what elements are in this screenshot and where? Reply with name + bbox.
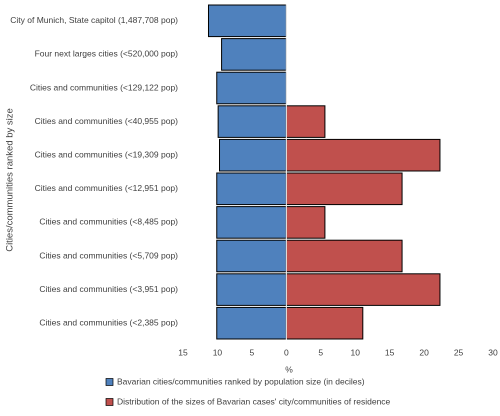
x-tick-label: 30 bbox=[488, 347, 498, 357]
bar bbox=[221, 38, 287, 71]
bar bbox=[285, 172, 403, 206]
bar bbox=[285, 206, 326, 239]
bar bbox=[207, 4, 287, 38]
y-tick-label: Cities and communities (<8,485 pop) bbox=[39, 217, 178, 227]
x-tick-label: 15 bbox=[178, 347, 188, 357]
y-tick-label: Four next larges cities (<520,000 pop) bbox=[35, 49, 179, 59]
bar bbox=[216, 206, 287, 239]
x-tick-label: 10 bbox=[350, 347, 360, 357]
x-tick-label: 5 bbox=[250, 347, 255, 357]
bar bbox=[285, 239, 403, 273]
y-tick-label: Cities and communities (<19,309 pop) bbox=[35, 149, 179, 159]
legend-label: Distribution of the sizes of Bavarian ca… bbox=[117, 396, 391, 406]
bar bbox=[285, 273, 441, 306]
legend-swatch bbox=[105, 398, 114, 406]
y-tick-label: Cities and communities (<12,951 pop) bbox=[35, 183, 179, 193]
x-tick-label: 10 bbox=[213, 347, 223, 357]
y-tick-label: City of Munich, State capitol (1,487,708… bbox=[10, 15, 178, 25]
x-tick-label: 20 bbox=[419, 347, 429, 357]
legend-label: Bavarian cities/communities ranked by po… bbox=[117, 376, 365, 386]
y-tick-label: Cities and communities (<5,709 pop) bbox=[39, 250, 178, 260]
x-tick-label: 0 bbox=[284, 347, 289, 357]
legend-swatch bbox=[105, 378, 114, 386]
y-tick-label: Cities and communities (<2,385 pop) bbox=[39, 317, 178, 327]
bar bbox=[216, 273, 287, 306]
bar bbox=[219, 138, 287, 172]
bar bbox=[216, 306, 287, 340]
bar bbox=[285, 306, 364, 340]
bar bbox=[216, 71, 287, 105]
bar bbox=[285, 105, 326, 138]
bar bbox=[217, 105, 287, 138]
x-tick-label: 25 bbox=[454, 347, 464, 357]
x-axis-title: % bbox=[285, 364, 293, 374]
x-tick-label: 5 bbox=[318, 347, 323, 357]
bar bbox=[216, 239, 287, 273]
bar bbox=[216, 172, 287, 206]
y-axis-title: Cities/communities ranked by size bbox=[5, 108, 16, 252]
y-tick-label: Cities and communities (<40,955 pop) bbox=[35, 116, 179, 126]
x-tick-label: 15 bbox=[385, 347, 395, 357]
y-tick-label: Cities and communities (<3,951 pop) bbox=[39, 284, 178, 294]
y-tick-label: Cities and communities (<129,122 pop) bbox=[30, 82, 178, 92]
bar bbox=[285, 138, 441, 172]
